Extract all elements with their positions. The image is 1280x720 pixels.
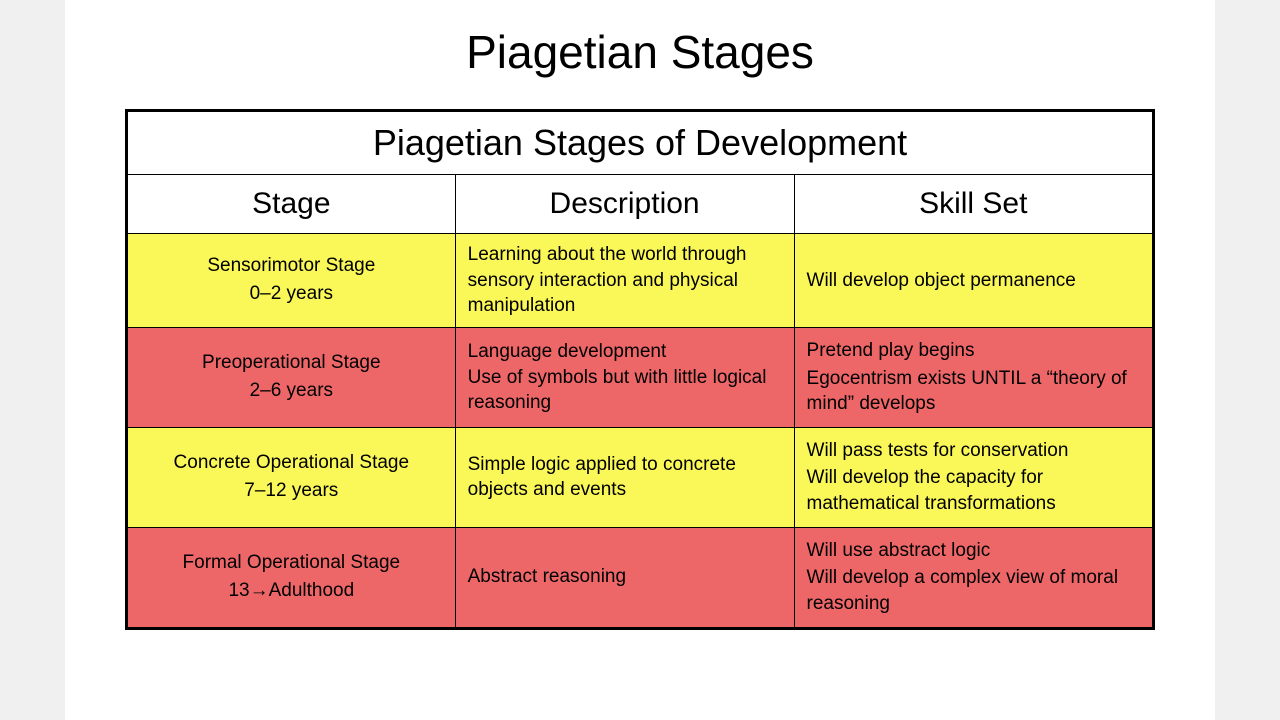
description-cell: Learning about the world through sensory… <box>455 234 794 328</box>
stage-cell: Concrete Operational Stage 7–12 years <box>127 427 456 527</box>
skill-cell: Will pass tests for conservation Will de… <box>794 427 1153 527</box>
skill-cell: Will use abstract logic Will develop a c… <box>794 527 1153 628</box>
stage-age: 2–6 years <box>140 377 443 406</box>
table-caption: Piagetian Stages of Development <box>127 111 1154 175</box>
stage-age: 13→Adulthood <box>140 577 443 606</box>
skill-line: Will pass tests for conservation <box>807 438 1140 464</box>
stage-name: Sensorimotor Stage <box>140 252 443 281</box>
stage-name: Preoperational Stage <box>140 349 443 378</box>
skill-line: Will develop a complex view of moral rea… <box>807 565 1140 616</box>
description-cell: Simple logic applied to concrete objects… <box>455 427 794 527</box>
header-description: Description <box>455 175 794 234</box>
header-skillset: Skill Set <box>794 175 1153 234</box>
table-row: Concrete Operational Stage 7–12 years Si… <box>127 427 1154 527</box>
stage-cell: Formal Operational Stage 13→Adulthood <box>127 527 456 628</box>
table-row: Formal Operational Stage 13→Adulthood Ab… <box>127 527 1154 628</box>
table-caption-row: Piagetian Stages of Development <box>127 111 1154 175</box>
table-row: Sensorimotor Stage 0–2 years Learning ab… <box>127 234 1154 328</box>
description-cell: Abstract reasoning <box>455 527 794 628</box>
skill-line: Will use abstract logic <box>807 538 1140 564</box>
description-cell: Language developmentUse of symbols but w… <box>455 327 794 427</box>
table-row: Preoperational Stage 2–6 years Language … <box>127 327 1154 427</box>
stages-table: Piagetian Stages of Development Stage De… <box>125 109 1155 630</box>
skill-line: Pretend play begins <box>807 338 1140 364</box>
stage-age: 0–2 years <box>140 280 443 309</box>
skill-line: Egocentrism exists UNTIL a “theory of mi… <box>807 366 1140 417</box>
skill-line: Will develop the capacity for mathematic… <box>807 465 1140 516</box>
stage-name: Formal Operational Stage <box>140 549 443 578</box>
page-title: Piagetian Stages <box>125 25 1155 79</box>
skill-cell: Pretend play begins Egocentrism exists U… <box>794 327 1153 427</box>
stage-cell: Sensorimotor Stage 0–2 years <box>127 234 456 328</box>
table-header-row: Stage Description Skill Set <box>127 175 1154 234</box>
document-page: Piagetian Stages Piagetian Stages of Dev… <box>65 0 1215 720</box>
skill-line: Will develop object permanence <box>807 268 1140 294</box>
stage-name: Concrete Operational Stage <box>140 449 443 478</box>
stage-age: 7–12 years <box>140 477 443 506</box>
skill-cell: Will develop object permanence <box>794 234 1153 328</box>
header-stage: Stage <box>127 175 456 234</box>
stage-cell: Preoperational Stage 2–6 years <box>127 327 456 427</box>
